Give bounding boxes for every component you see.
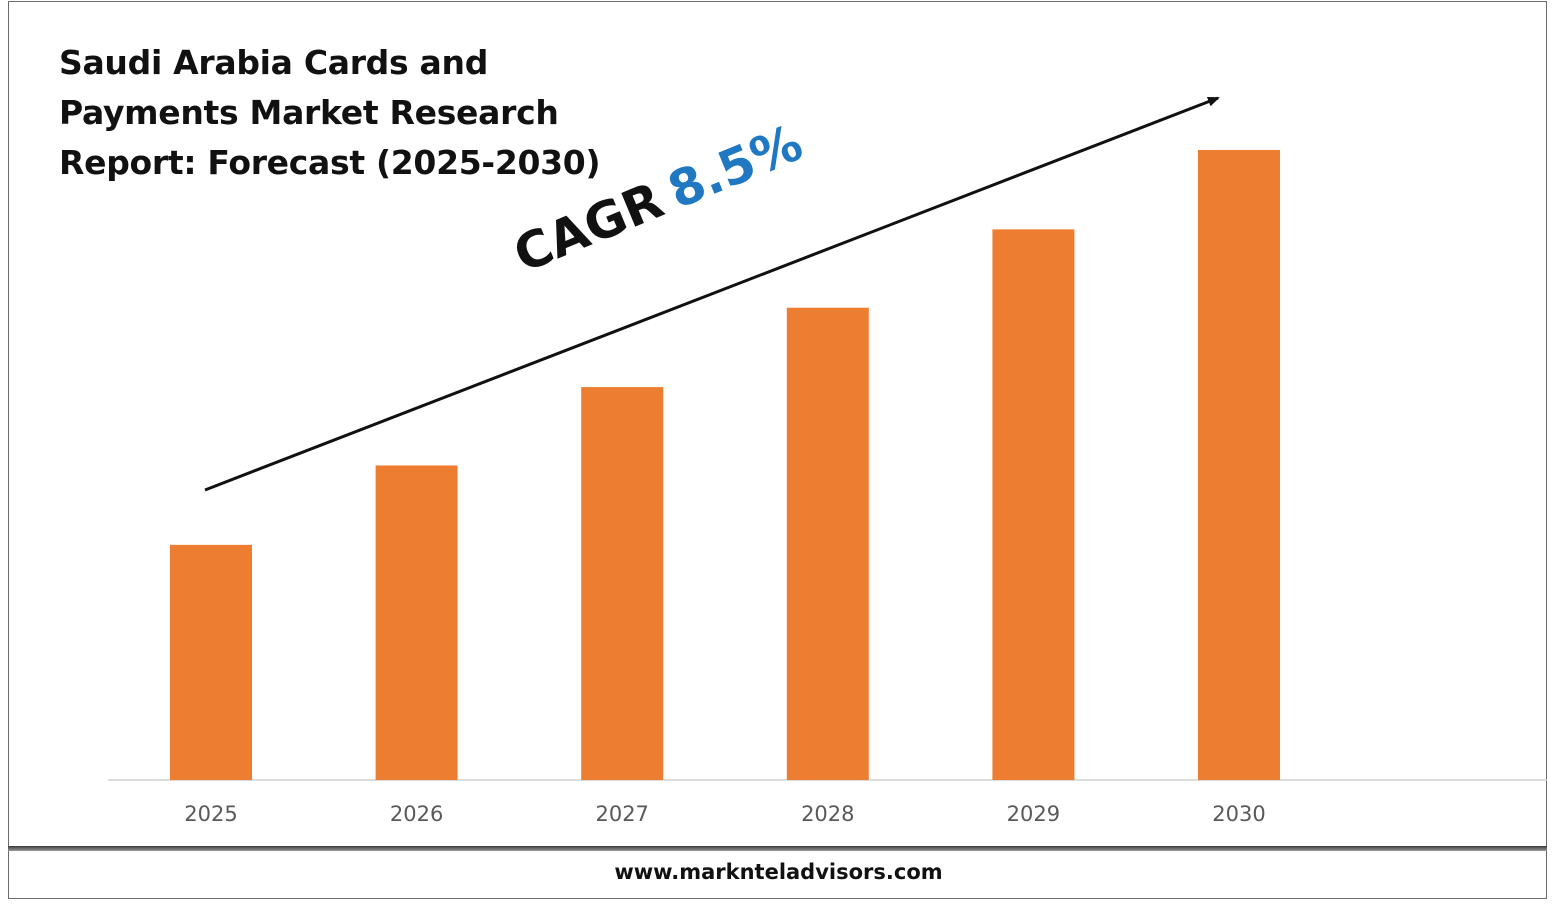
- x-tick-label-2030: 2030: [1212, 802, 1265, 826]
- title-line-1: Saudi Arabia Cards and: [59, 43, 489, 82]
- x-tick-label-2025: 2025: [184, 802, 237, 826]
- title-line-3: Report: Forecast (2025-2030): [59, 143, 601, 182]
- x-tick-label-2028: 2028: [801, 802, 854, 826]
- bar-2029: [992, 229, 1075, 780]
- x-tick-label-2026: 2026: [390, 802, 443, 826]
- footer-divider: [8, 846, 1547, 851]
- footer-url: www.marknteladvisors.com: [614, 860, 943, 884]
- chart-title: Saudi Arabia Cards and Payments Market R…: [59, 38, 619, 188]
- bar-2025: [170, 544, 252, 780]
- x-tick-label-2029: 2029: [1007, 802, 1060, 826]
- bar-2026: [375, 465, 458, 780]
- trend-arrow: [204, 96, 1220, 492]
- x-tick-label-2027: 2027: [595, 802, 648, 826]
- bar-2027: [581, 387, 664, 780]
- chart-frame: [8, 1, 1547, 899]
- bar-2030: [1198, 149, 1280, 780]
- title-line-2: Payments Market Research: [59, 93, 559, 132]
- bar-2028: [786, 307, 869, 780]
